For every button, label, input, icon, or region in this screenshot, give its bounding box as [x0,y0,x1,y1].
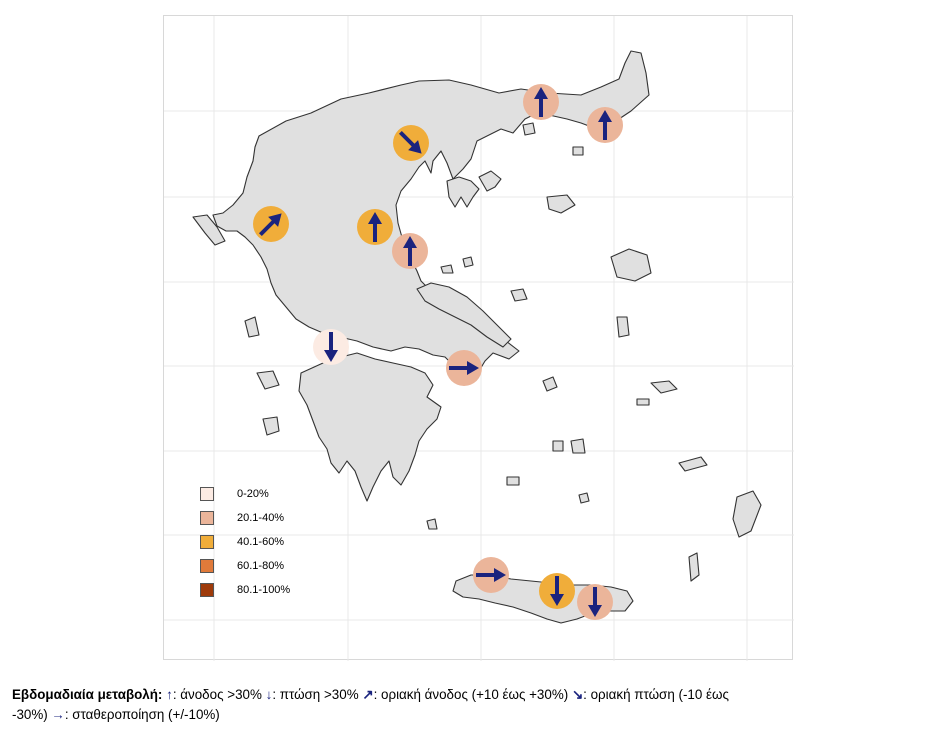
athos [478,170,502,192]
stable-arrow-icon: → [51,707,65,722]
lefkada [244,316,260,338]
marker-epirus [253,206,289,242]
marginal-down-arrow-icon [398,130,422,154]
legend-label: 40.1-60% [237,536,285,548]
santorini [578,492,590,504]
caption-line2-text: -30%) [12,707,48,722]
thasos [522,122,536,136]
lemnos [546,194,576,214]
legend-swatch [200,487,214,501]
legend-label: 80.1-100% [237,584,291,596]
up-arrow-icon: ↑ [166,687,173,702]
naxos [570,438,586,454]
caption-down-text: : πτώση >30% [272,687,359,702]
up-arrow-icon [403,236,417,266]
legend-label: 20.1-40% [237,512,285,524]
kythira [426,518,438,530]
chalkidiki [446,176,480,208]
down-arrow-icon [550,576,564,606]
evia [416,282,512,348]
legend-swatch [200,559,214,573]
caption-marginal-down-text: : οριακή πτώση (-10 έως [583,687,729,702]
legend-swatch [200,535,214,549]
marginal-up-arrow-icon [258,213,282,237]
legend-swatch [200,511,214,525]
marginal-down-arrow-icon: ↘ [571,687,584,702]
greece-map [164,16,794,661]
ikaria [636,398,650,406]
up-arrow-icon [598,110,612,140]
up-arrow-icon [534,87,548,117]
marginal-up-arrow-icon: ↗ [362,687,374,702]
skiathos [440,264,454,274]
samos [650,380,678,394]
paros [552,440,564,452]
stable-arrow-icon [449,361,479,375]
corfu [192,214,226,246]
caption-up-text: : άνοδος >30% [172,687,262,702]
legend-label: 60.1-80% [237,560,285,572]
zakynthos [262,416,280,436]
caption-marginal-up-text: : οριακή άνοδος (+10 έως +30%) [373,687,569,702]
peloponnese [298,352,442,502]
trend-caption: Εβδομαδιαία μεταβολή: ↑: άνοδος >30% ↓: … [12,685,917,725]
stable-arrow-icon [476,568,506,582]
markers-layer [253,84,623,620]
lesvos [610,248,652,282]
marker-lasithi [577,584,613,620]
alonissos [462,256,474,268]
marker-heraklion [539,573,575,609]
legend-label: 0-20% [237,488,269,500]
down-arrow-icon [324,332,338,362]
rhodes [732,490,762,538]
milos [506,476,520,486]
legend-swatch [200,583,214,597]
map-panel [163,15,794,661]
marker-chania [473,557,509,593]
marker-thessaloniki [393,125,429,161]
up-arrow-icon [368,212,382,242]
caption-stable-text: : σταθεροποίηση (+/-10%) [64,707,220,722]
caption-title: Εβδομαδιαία μεταβολή: [12,687,163,702]
kos [678,456,708,472]
samothraki [572,146,584,156]
marker-thessaly [357,209,393,245]
skyros [510,288,528,302]
karpathos [688,552,700,582]
marker-patras [313,329,349,365]
marker-magnesia [392,233,428,269]
down-arrow-icon [588,587,602,617]
chios [616,316,630,338]
marker-evros [587,107,623,143]
down-arrow-icon: ↓ [265,687,273,702]
marker-attica [446,350,482,386]
marker-thrace-west [523,84,559,120]
kefalonia [256,370,280,390]
andros [542,376,558,392]
